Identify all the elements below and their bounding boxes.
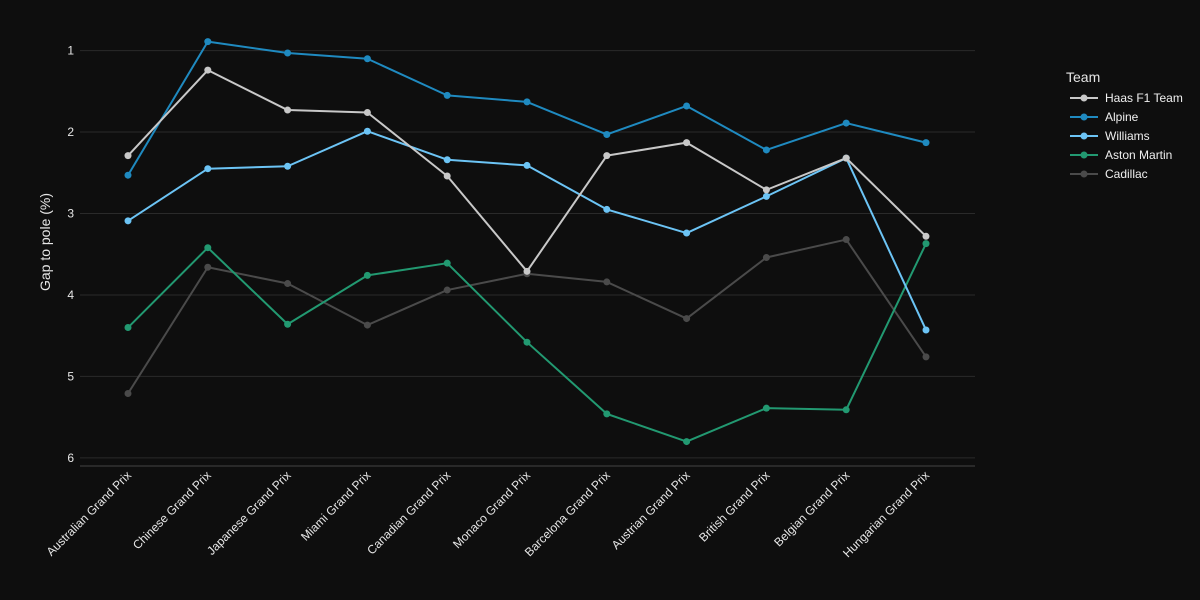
y-tick-label: 1 [67, 44, 74, 58]
point-cadillac [284, 280, 292, 288]
point-alpine [284, 49, 292, 57]
point-alpine [523, 98, 531, 106]
point-alpine [603, 130, 611, 138]
point-williams [683, 229, 691, 237]
point-alpine [204, 38, 212, 46]
legend-label: Alpine [1105, 110, 1139, 124]
point-haas-f1-team [363, 108, 371, 116]
legend-swatch-marker [1080, 132, 1088, 140]
legend: Team Haas F1 Team Alpine Williams Aston Mar… [1066, 69, 1183, 181]
y-tick-label: 4 [67, 288, 74, 302]
legend-item-haas-f1-team[interactable]: Haas F1 Team [1070, 91, 1183, 105]
point-aston-martin [363, 271, 371, 279]
point-haas-f1-team [922, 232, 930, 240]
point-williams [124, 217, 132, 225]
point-aston-martin [124, 324, 132, 332]
y-tick-label: 5 [67, 369, 74, 383]
y-tick-label: 6 [67, 451, 74, 465]
point-williams [204, 165, 212, 173]
legend-item-aston-martin[interactable]: Aston Martin [1070, 148, 1172, 162]
y-tick-label: 2 [67, 125, 74, 139]
point-cadillac [922, 353, 930, 361]
point-haas-f1-team [603, 152, 611, 160]
point-alpine [683, 102, 691, 110]
point-alpine [922, 139, 930, 147]
point-haas-f1-team [523, 267, 531, 275]
legend-label: Aston Martin [1105, 148, 1172, 162]
point-williams [523, 161, 531, 169]
point-aston-martin [204, 244, 212, 252]
point-cadillac [762, 253, 770, 261]
point-aston-martin [284, 320, 292, 328]
point-aston-martin [762, 404, 770, 412]
legend-item-alpine[interactable]: Alpine [1070, 110, 1139, 124]
point-williams [922, 326, 930, 334]
point-aston-martin [922, 240, 930, 248]
point-haas-f1-team [683, 139, 691, 147]
point-williams [363, 127, 371, 135]
y-axis-title: Gap to pole (%) [37, 193, 53, 291]
point-williams [762, 192, 770, 200]
point-haas-f1-team [204, 66, 212, 74]
point-cadillac [363, 321, 371, 329]
legend-label: Haas F1 Team [1105, 91, 1183, 105]
gridlines [80, 50, 975, 459]
point-aston-martin [443, 259, 451, 267]
legend-swatch-marker [1080, 170, 1088, 178]
point-haas-f1-team [443, 172, 451, 180]
legend-label: Cadillac [1105, 167, 1148, 181]
y-axis-ticks: 1 2 3 4 5 6 [67, 44, 74, 465]
point-haas-f1-team [842, 154, 850, 162]
point-cadillac [124, 390, 132, 398]
point-aston-martin [523, 338, 531, 346]
legend-swatch-marker [1080, 113, 1088, 121]
point-williams [603, 205, 611, 213]
point-haas-f1-team [124, 152, 132, 160]
point-alpine [443, 91, 451, 99]
point-alpine [842, 119, 850, 127]
series-points [124, 38, 930, 446]
legend-title: Team [1066, 69, 1100, 85]
legend-item-cadillac[interactable]: Cadillac [1070, 167, 1148, 181]
point-williams [443, 156, 451, 164]
point-cadillac [603, 278, 611, 286]
point-haas-f1-team [762, 186, 770, 194]
point-cadillac [842, 236, 850, 244]
point-alpine [124, 171, 132, 179]
point-williams [284, 162, 292, 170]
point-alpine [762, 146, 770, 154]
point-haas-f1-team [284, 106, 292, 114]
legend-label: Williams [1105, 129, 1150, 143]
point-cadillac [204, 263, 212, 271]
point-aston-martin [603, 410, 611, 418]
legend-item-williams[interactable]: Williams [1070, 129, 1150, 143]
point-aston-martin [683, 438, 691, 446]
point-cadillac [683, 315, 691, 323]
legend-swatch-marker [1080, 151, 1088, 159]
legend-swatch-marker [1080, 94, 1088, 102]
point-cadillac [443, 286, 451, 294]
point-aston-martin [842, 406, 850, 414]
y-tick-label: 3 [67, 206, 74, 220]
point-alpine [363, 55, 371, 63]
